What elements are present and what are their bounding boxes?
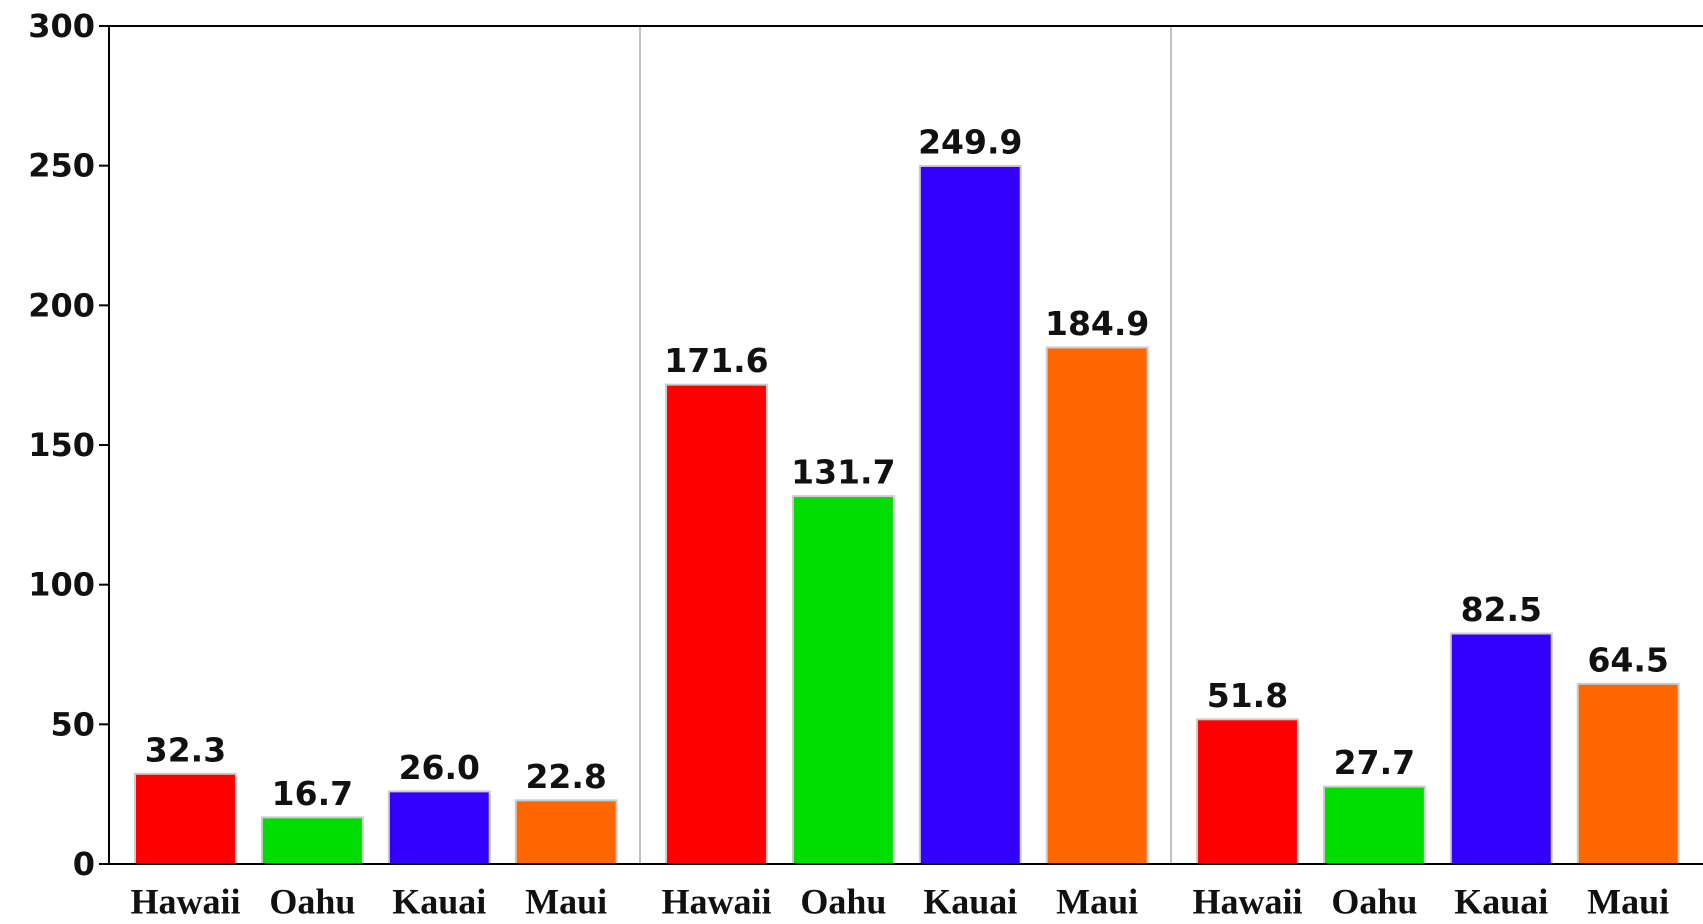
value-label: 22.8 [525, 757, 606, 796]
value-label: 131.7 [791, 453, 895, 492]
bar [1045, 346, 1149, 865]
x-tick-label: Kauai [923, 881, 1017, 921]
bar [387, 790, 491, 866]
bar [514, 799, 618, 866]
x-tick-label: Hawaii [661, 881, 771, 921]
x-tick-label: Maui [1056, 881, 1138, 921]
value-label: 32.3 [145, 730, 226, 769]
value-label: 64.5 [1587, 640, 1668, 679]
bar [1196, 718, 1299, 866]
x-tick-label: Oahu [1331, 881, 1417, 921]
x-tick-label: Kauai [392, 881, 486, 921]
value-label: 26.0 [399, 748, 480, 787]
bar [1449, 632, 1553, 865]
x-tick-label: Oahu [800, 881, 886, 921]
value-label: 16.7 [272, 774, 353, 813]
bar [134, 772, 237, 865]
x-tick-label: Kauai [1454, 881, 1548, 921]
y-tick-label: 150 [28, 426, 95, 464]
x-tick-label: Maui [1587, 881, 1669, 921]
value-label: 82.5 [1461, 590, 1542, 629]
bar [918, 164, 1022, 866]
x-tick-label: Hawaii [1192, 881, 1302, 921]
bar [1322, 785, 1426, 866]
x-tick-label: Oahu [269, 881, 355, 921]
value-label: 171.6 [664, 341, 768, 380]
value-label: 184.9 [1045, 304, 1149, 343]
bar [665, 383, 768, 865]
y-tick-label: 100 [28, 566, 95, 604]
value-label: 51.8 [1207, 676, 1288, 715]
bar [791, 495, 895, 865]
value-label: 27.7 [1334, 743, 1415, 782]
y-tick-label: 250 [28, 147, 95, 185]
x-tick-label: Hawaii [130, 881, 240, 921]
bar [1576, 682, 1680, 866]
x-tick-label: Maui [525, 881, 607, 921]
y-tick-label: 200 [28, 286, 95, 324]
y-tick-label: 50 [50, 705, 95, 743]
y-tick-label: 300 [28, 7, 95, 45]
bar [260, 816, 364, 865]
value-label: 249.9 [918, 122, 1022, 161]
y-tick-label: 0 [73, 845, 95, 883]
